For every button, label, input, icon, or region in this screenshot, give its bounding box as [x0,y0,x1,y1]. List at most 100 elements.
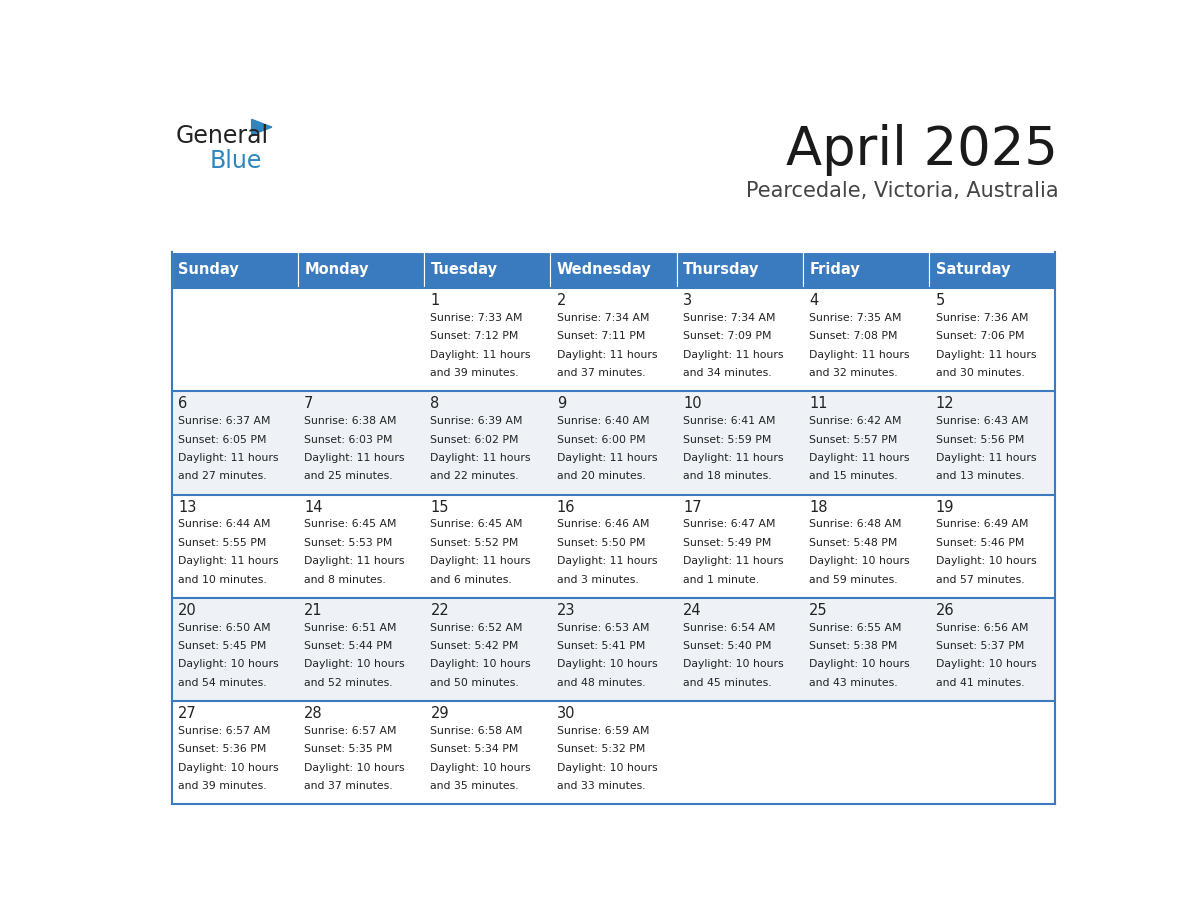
Text: Daylight: 11 hours: Daylight: 11 hours [430,453,531,463]
Text: 29: 29 [430,706,449,721]
Text: Sunset: 5:50 PM: Sunset: 5:50 PM [557,538,645,548]
FancyBboxPatch shape [298,598,424,701]
Text: Sunset: 5:35 PM: Sunset: 5:35 PM [304,744,392,755]
Text: 17: 17 [683,499,702,515]
Text: Sunset: 7:11 PM: Sunset: 7:11 PM [557,331,645,341]
FancyBboxPatch shape [298,701,424,804]
Text: 6: 6 [178,397,188,411]
Text: Sunset: 5:56 PM: Sunset: 5:56 PM [936,434,1024,444]
Text: Sunset: 5:41 PM: Sunset: 5:41 PM [557,641,645,651]
Text: and 35 minutes.: and 35 minutes. [430,781,519,791]
FancyBboxPatch shape [298,495,424,598]
Text: 18: 18 [809,499,828,515]
FancyBboxPatch shape [929,598,1055,701]
Text: Sunrise: 7:34 AM: Sunrise: 7:34 AM [683,313,776,323]
Text: Sunset: 5:55 PM: Sunset: 5:55 PM [178,538,266,548]
Text: and 25 minutes.: and 25 minutes. [304,471,393,481]
Text: Tuesday: Tuesday [430,263,498,277]
FancyBboxPatch shape [424,252,550,288]
Text: 5: 5 [936,293,944,308]
Text: 1: 1 [430,293,440,308]
Text: Sunset: 5:44 PM: Sunset: 5:44 PM [304,641,392,651]
Text: Sunrise: 6:40 AM: Sunrise: 6:40 AM [557,416,650,426]
Text: 27: 27 [178,706,197,721]
Text: Daylight: 10 hours: Daylight: 10 hours [178,659,279,669]
FancyBboxPatch shape [677,288,803,391]
Text: Daylight: 11 hours: Daylight: 11 hours [557,453,657,463]
FancyBboxPatch shape [929,252,1055,288]
Text: Sunset: 5:42 PM: Sunset: 5:42 PM [430,641,519,651]
Text: and 41 minutes.: and 41 minutes. [936,677,1024,688]
Text: Sunrise: 6:41 AM: Sunrise: 6:41 AM [683,416,776,426]
FancyBboxPatch shape [677,391,803,495]
FancyBboxPatch shape [298,288,424,391]
Text: and 39 minutes.: and 39 minutes. [430,368,519,378]
FancyBboxPatch shape [677,252,803,288]
Text: Wednesday: Wednesday [557,263,651,277]
FancyBboxPatch shape [171,252,298,288]
Text: Sunrise: 6:57 AM: Sunrise: 6:57 AM [304,726,397,736]
Text: Daylight: 11 hours: Daylight: 11 hours [936,350,1036,360]
Text: Sunrise: 7:35 AM: Sunrise: 7:35 AM [809,313,902,323]
Text: Sunrise: 6:39 AM: Sunrise: 6:39 AM [430,416,523,426]
Text: 10: 10 [683,397,702,411]
FancyBboxPatch shape [298,252,424,288]
Text: and 6 minutes.: and 6 minutes. [430,575,512,585]
FancyBboxPatch shape [550,701,677,804]
Text: Daylight: 10 hours: Daylight: 10 hours [683,659,784,669]
FancyBboxPatch shape [550,495,677,598]
Text: and 54 minutes.: and 54 minutes. [178,677,266,688]
Text: Sunrise: 6:45 AM: Sunrise: 6:45 AM [304,520,397,530]
FancyBboxPatch shape [298,391,424,495]
FancyBboxPatch shape [803,252,929,288]
Text: Daylight: 10 hours: Daylight: 10 hours [936,556,1036,566]
Text: Sunset: 7:12 PM: Sunset: 7:12 PM [430,331,519,341]
FancyBboxPatch shape [803,598,929,701]
FancyBboxPatch shape [424,495,550,598]
Text: Sunrise: 6:45 AM: Sunrise: 6:45 AM [430,520,523,530]
Text: Sunset: 5:48 PM: Sunset: 5:48 PM [809,538,898,548]
Text: and 52 minutes.: and 52 minutes. [304,677,393,688]
Text: Daylight: 10 hours: Daylight: 10 hours [936,659,1036,669]
FancyBboxPatch shape [929,391,1055,495]
Text: Sunrise: 6:47 AM: Sunrise: 6:47 AM [683,520,776,530]
Text: and 59 minutes.: and 59 minutes. [809,575,898,585]
Text: Saturday: Saturday [936,263,1010,277]
Text: Daylight: 11 hours: Daylight: 11 hours [304,453,405,463]
FancyBboxPatch shape [677,495,803,598]
Text: and 57 minutes.: and 57 minutes. [936,575,1024,585]
Text: and 50 minutes.: and 50 minutes. [430,677,519,688]
Text: Sunrise: 7:33 AM: Sunrise: 7:33 AM [430,313,523,323]
Text: General: General [176,124,270,149]
Text: Sunset: 5:40 PM: Sunset: 5:40 PM [683,641,771,651]
FancyBboxPatch shape [171,288,298,391]
Text: Daylight: 11 hours: Daylight: 11 hours [178,453,278,463]
Text: and 34 minutes.: and 34 minutes. [683,368,772,378]
Text: Blue: Blue [209,149,261,173]
Text: Daylight: 10 hours: Daylight: 10 hours [430,763,531,773]
Text: Sunrise: 6:55 AM: Sunrise: 6:55 AM [809,622,902,633]
Text: and 48 minutes.: and 48 minutes. [557,677,645,688]
Text: Sunrise: 6:53 AM: Sunrise: 6:53 AM [557,622,650,633]
Text: and 1 minute.: and 1 minute. [683,575,759,585]
Text: and 45 minutes.: and 45 minutes. [683,677,772,688]
Text: Sunset: 5:37 PM: Sunset: 5:37 PM [936,641,1024,651]
Text: 2: 2 [557,293,567,308]
FancyBboxPatch shape [171,701,298,804]
Text: and 20 minutes.: and 20 minutes. [557,471,645,481]
Text: Sunrise: 6:56 AM: Sunrise: 6:56 AM [936,622,1028,633]
Text: Sunrise: 6:37 AM: Sunrise: 6:37 AM [178,416,271,426]
Text: Sunset: 5:46 PM: Sunset: 5:46 PM [936,538,1024,548]
Text: Sunrise: 6:58 AM: Sunrise: 6:58 AM [430,726,523,736]
FancyBboxPatch shape [550,598,677,701]
Text: Sunrise: 6:43 AM: Sunrise: 6:43 AM [936,416,1028,426]
Text: Daylight: 10 hours: Daylight: 10 hours [430,659,531,669]
Text: Sunset: 5:32 PM: Sunset: 5:32 PM [557,744,645,755]
Text: and 37 minutes.: and 37 minutes. [557,368,645,378]
Text: Sunset: 5:45 PM: Sunset: 5:45 PM [178,641,266,651]
Text: 28: 28 [304,706,323,721]
Text: Sunset: 6:03 PM: Sunset: 6:03 PM [304,434,393,444]
Text: 20: 20 [178,603,197,618]
Text: and 22 minutes.: and 22 minutes. [430,471,519,481]
Text: Sunrise: 6:42 AM: Sunrise: 6:42 AM [809,416,902,426]
